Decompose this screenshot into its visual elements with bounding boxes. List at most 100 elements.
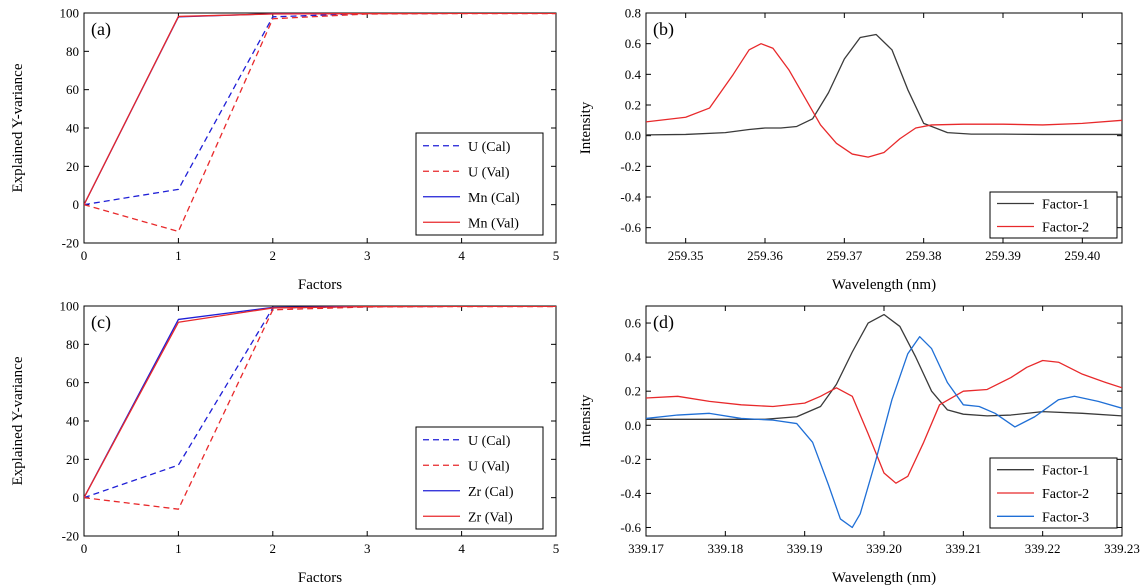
- y-tick-label: 100: [60, 6, 80, 21]
- legend-label: Factor-2: [1042, 221, 1089, 236]
- y-tick-label: 0.8: [625, 6, 641, 21]
- chart-panel-4: 339.17 339.18 339.19 339.20 339.21 339.22 339.…: [578, 305, 1140, 585]
- legend-label: Factor-1: [1042, 198, 1089, 213]
- y-tick-label: -20: [62, 236, 79, 251]
- y-tick-label: 0.0: [625, 418, 641, 433]
- y-tick-label: 40: [66, 414, 79, 429]
- x-tick-label: 2: [270, 248, 277, 263]
- x-tick-label: 259.39: [985, 248, 1021, 263]
- x-axis-label: Factors: [298, 277, 342, 293]
- x-tick-label: 259.36: [747, 248, 783, 263]
- y-tick-label: 0.2: [625, 98, 641, 113]
- panel-label: (a): [91, 19, 111, 40]
- panel-label: (d): [653, 312, 674, 333]
- x-tick-label: 339.19: [787, 541, 823, 556]
- y-tick-label: -0.2: [620, 159, 641, 174]
- legend-label: U (Cal): [468, 434, 511, 449]
- series-line-factor-2: [646, 43, 1122, 158]
- x-tick-label: 259.40: [1064, 248, 1100, 263]
- legend-label: Zr (Cal): [468, 485, 514, 500]
- y-tick-label: 60: [66, 82, 79, 97]
- legend: U (Cal) U (Val) Mn (Cal) Mn (Val): [415, 132, 544, 236]
- x-tick-label: 2: [270, 541, 277, 556]
- x-tick-label: 259.35: [668, 248, 704, 263]
- y-tick-label: 20: [66, 452, 79, 467]
- y-tick-label: -0.4: [620, 486, 641, 501]
- y-axis-label: Explained Y-variance: [10, 63, 26, 192]
- x-tick-label: 259.38: [906, 248, 942, 263]
- legend-box: [415, 132, 544, 236]
- series-group: [84, 13, 556, 233]
- y-tick-label: 80: [66, 337, 79, 352]
- y-tick-label: 80: [66, 44, 79, 59]
- legend: Factor-1 Factor-2 Factor-3: [989, 457, 1118, 529]
- y-tick-label: -0.2: [620, 452, 641, 467]
- x-tick-label: 3: [364, 541, 371, 556]
- y-tick-label: 0.2: [625, 384, 641, 399]
- legend-label: U (Val): [468, 459, 510, 474]
- x-axis-label: Factors: [298, 570, 342, 585]
- plot-frame: [645, 12, 1123, 244]
- series-group: [646, 313, 1122, 529]
- x-tick-label: 3: [364, 248, 371, 263]
- x-tick-label: 4: [458, 541, 465, 556]
- y-tick-label: 0: [73, 490, 80, 505]
- x-tick-label: 4: [458, 248, 465, 263]
- x-tick-label: 339.20: [866, 541, 902, 556]
- y-axis-label: Intensity: [578, 101, 594, 154]
- legend-box: [989, 191, 1118, 239]
- x-tick-label: 0: [81, 541, 88, 556]
- y-tick-label: 20: [66, 159, 79, 174]
- x-axis-label: Wavelength (nm): [832, 570, 936, 585]
- y-axis-label: Explained Y-variance: [10, 356, 26, 485]
- legend-label: U (Cal): [468, 140, 511, 155]
- legend-label: Zr (Val): [468, 510, 513, 525]
- series-line-zr-val: [84, 306, 556, 498]
- y-tick-label: -0.6: [620, 220, 641, 235]
- chart-panel-2: 259.35 259.36 259.37 259.38 259.39 259.40 -0.6…: [578, 6, 1123, 293]
- series-line-factor-1: [646, 33, 1122, 136]
- y-tick-label: 0.6: [625, 316, 642, 331]
- legend-label: Factor-2: [1042, 487, 1089, 502]
- y-tick-label: -20: [62, 529, 79, 544]
- y-tick-label: 0: [73, 197, 80, 212]
- legend-label: Factor-3: [1042, 510, 1089, 525]
- x-tick-label: 1: [175, 541, 182, 556]
- series-group: [84, 306, 556, 510]
- series-line-factor-2: [646, 359, 1122, 484]
- y-tick-label: 0.0: [625, 128, 641, 143]
- panel-label: (b): [653, 19, 674, 40]
- legend-label: Mn (Cal): [468, 191, 520, 206]
- x-axis-label: Wavelength (nm): [832, 277, 936, 293]
- x-tick-label: 0: [81, 248, 88, 263]
- legend-box: [415, 426, 544, 530]
- x-tick-label: 5: [553, 248, 560, 263]
- legend: U (Cal) U (Val) Zr (Cal) Zr (Val): [415, 426, 544, 530]
- legend: Factor-1 Factor-2: [989, 191, 1118, 239]
- y-tick-label: 0.4: [625, 350, 642, 365]
- series-line-mn-val: [84, 13, 556, 205]
- y-tick-label: 40: [66, 121, 79, 136]
- x-tick-label: 339.18: [707, 541, 743, 556]
- legend-label: U (Val): [468, 165, 510, 180]
- panel-label: (c): [91, 312, 111, 333]
- x-tick-label: 5: [553, 541, 560, 556]
- series-line-factor-1: [646, 313, 1122, 420]
- y-axis-label: Intensity: [578, 394, 594, 447]
- legend-label: Factor-1: [1042, 464, 1089, 479]
- x-tick-label: 339.21: [945, 541, 981, 556]
- y-tick-label: -0.6: [620, 520, 641, 535]
- x-tick-label: 1: [175, 248, 182, 263]
- x-tick-label: 259.37: [826, 248, 862, 263]
- y-tick-label: 0.4: [625, 67, 642, 82]
- y-tick-label: 100: [60, 299, 80, 314]
- x-tick-label: 339.23: [1104, 541, 1140, 556]
- legend-label: Mn (Val): [468, 216, 519, 231]
- y-tick-label: 0.6: [625, 36, 642, 51]
- x-tick-label: 339.17: [628, 541, 664, 556]
- series-group: [646, 33, 1122, 158]
- y-tick-label: -0.4: [620, 190, 641, 205]
- series-line-factor-3: [646, 336, 1122, 529]
